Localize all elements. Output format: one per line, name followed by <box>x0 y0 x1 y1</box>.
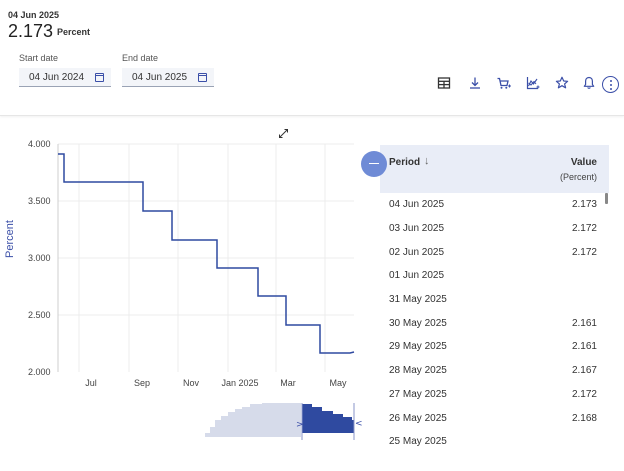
end-date-label: End date <box>122 53 159 63</box>
table-row: 30 May 2025 2.161 <box>380 311 609 335</box>
table-row: 31 May 2025 <box>380 288 609 312</box>
header-panel: 04 Jun 2025 2.173 Percent Start date 04 … <box>0 0 624 116</box>
star-icon[interactable] <box>554 75 570 91</box>
row-period: 27 May 2025 <box>389 388 447 400</box>
dot-icon <box>609 79 612 82</box>
x-tick: May <box>329 378 347 388</box>
table-row: 03 Jun 2025 2.172 <box>380 217 609 241</box>
y-tick: 2.000 <box>28 367 51 377</box>
y-tick: 3.500 <box>28 196 51 206</box>
x-tick: Mar <box>280 378 296 388</box>
x-tick: Jan 2025 <box>221 378 259 388</box>
y-tick: 2.500 <box>28 310 51 320</box>
table-row: 02 Jun 2025 2.172 <box>380 240 609 264</box>
x-tick: Jul <box>85 378 97 388</box>
navigator-selected-area <box>302 404 354 433</box>
row-period: 02 Jun 2025 <box>389 246 445 258</box>
table-row: 01 Jun 2025 <box>380 264 609 288</box>
table-row: 27 May 2025 2.172 <box>380 383 609 407</box>
toolbar <box>436 75 606 91</box>
table-row: 29 May 2025 2.161 <box>380 335 609 359</box>
more-options-button[interactable] <box>602 76 619 93</box>
row-value: 2.173 <box>571 199 597 211</box>
start-date-label: Start date <box>19 53 59 63</box>
row-value: 2.172 <box>571 223 597 235</box>
row-period: 04 Jun 2025 <box>389 199 445 211</box>
download-icon[interactable] <box>467 75 483 91</box>
row-value: 2.161 <box>571 341 597 353</box>
expand-icon[interactable] <box>278 128 289 142</box>
end-date-value: 04 Jun 2025 <box>132 71 188 83</box>
dot-icon <box>609 83 612 86</box>
data-table: Period ↓ Value (Percent) 04 Jun 2025 2.17… <box>380 145 609 454</box>
calendar-icon[interactable] <box>95 72 104 82</box>
row-period: 25 May 2025 <box>389 436 447 448</box>
series-line <box>58 153 355 354</box>
table-row: 26 May 2025 2.168 <box>380 406 609 430</box>
value-column-header: Value <box>570 157 597 168</box>
x-tick: Nov <box>182 378 200 388</box>
dot-icon <box>609 87 612 90</box>
period-column-header[interactable]: Period <box>389 157 421 168</box>
end-date-field: End date 04 Jun 2025 <box>122 53 214 87</box>
row-value: 2.167 <box>571 365 597 377</box>
table-header: Period ↓ Value (Percent) <box>380 145 609 193</box>
latest-value: 2.173 <box>8 21 54 41</box>
row-period: 26 May 2025 <box>389 412 447 424</box>
navigator-area <box>58 403 301 437</box>
table-row: 25 May 2025 <box>380 430 609 454</box>
row-value: 2.172 <box>571 388 597 400</box>
latest-date: 04 Jun 2025 <box>8 10 60 20</box>
bell-icon[interactable] <box>581 75 597 91</box>
table-row: 04 Jun 2025 2.173 <box>380 193 609 217</box>
start-date-value: 04 Jun 2024 <box>29 71 85 83</box>
navigator-handle-left[interactable] <box>297 403 307 440</box>
navigator-handle-right[interactable] <box>350 403 360 440</box>
row-value: 2.172 <box>571 246 597 258</box>
row-value: 2.161 <box>571 317 597 329</box>
row-period: 31 May 2025 <box>389 294 447 306</box>
value-unit: (Percent) <box>559 172 597 182</box>
table-row: 28 May 2025 2.167 <box>380 359 609 383</box>
row-period: 01 Jun 2025 <box>389 270 445 282</box>
calendar-icon[interactable] <box>198 72 207 82</box>
cart-add-icon[interactable] <box>496 75 512 91</box>
sort-desc-icon[interactable]: ↓ <box>424 155 430 167</box>
row-period: 03 Jun 2025 <box>389 223 445 235</box>
row-value: 2.168 <box>571 412 597 424</box>
row-period: 30 May 2025 <box>389 317 447 329</box>
table-icon[interactable] <box>436 75 452 91</box>
row-period: 28 May 2025 <box>389 365 447 377</box>
y-tick: 3.000 <box>28 253 51 263</box>
start-date-input[interactable]: 04 Jun 2024 <box>19 68 111 87</box>
y-axis-label: Percent <box>4 220 16 258</box>
collapse-table-button[interactable] <box>361 151 387 177</box>
chart-add-icon[interactable] <box>525 75 541 91</box>
end-date-input[interactable]: 04 Jun 2025 <box>122 68 214 87</box>
y-tick: 4.000 <box>28 139 51 149</box>
latest-unit: Percent <box>57 27 91 37</box>
x-tick: Sep <box>133 378 151 388</box>
row-period: 29 May 2025 <box>389 341 447 353</box>
table-scrollbar[interactable] <box>605 193 608 204</box>
start-date-field: Start date 04 Jun 2024 <box>19 53 111 87</box>
